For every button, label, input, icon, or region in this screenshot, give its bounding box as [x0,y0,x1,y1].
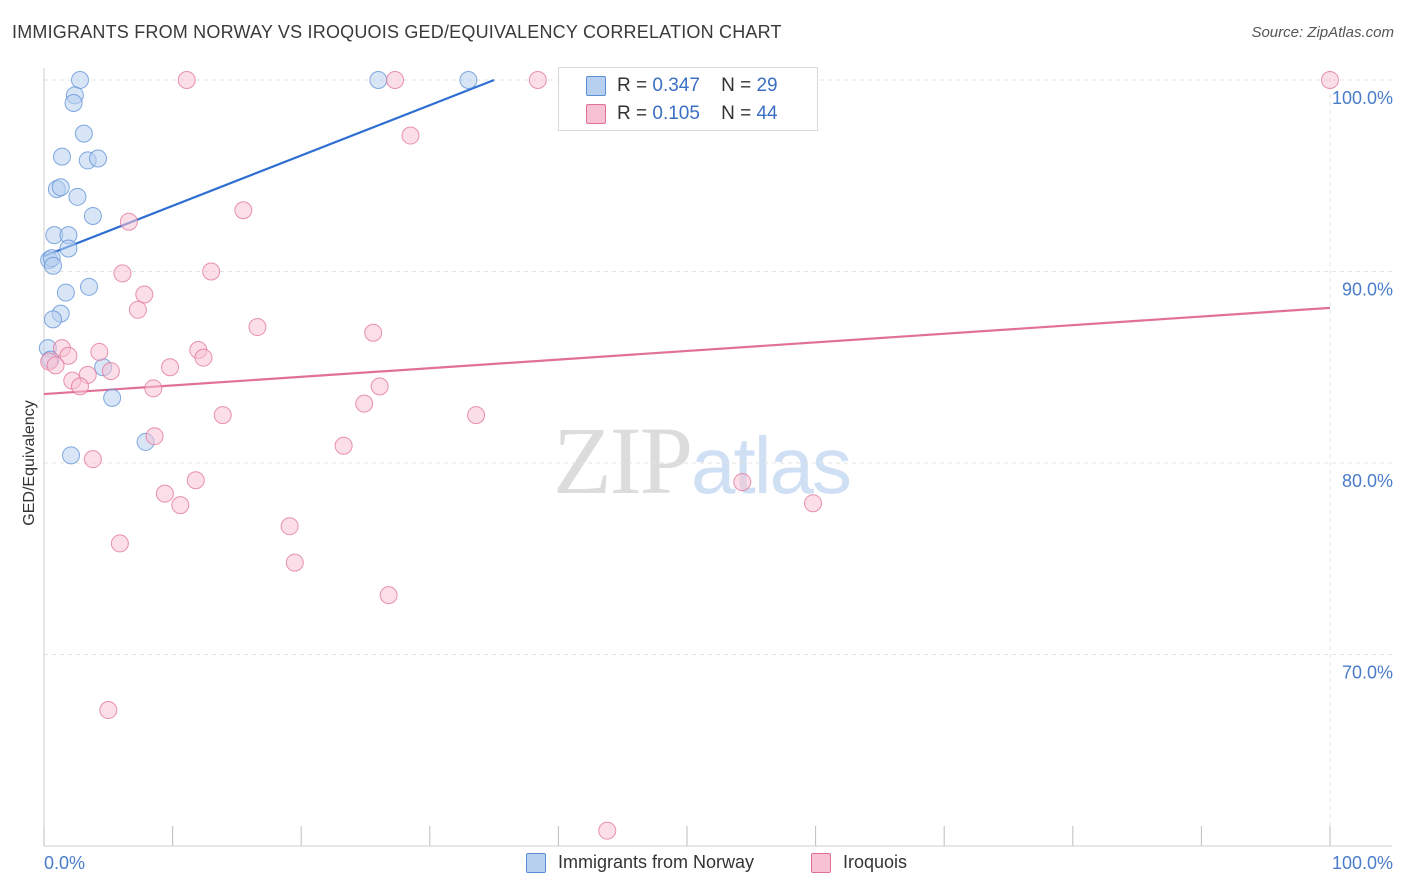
legend-n-label: N = [721,75,752,96]
point-iroquois [59,346,78,365]
point-iroquois [135,285,154,304]
legend: R = 0.347 N = 29 R = 0.105 N = 44 [558,67,818,131]
point-iroquois [1321,71,1339,89]
point-norway [103,388,122,407]
point-iroquois [386,71,405,89]
point-iroquois [144,379,163,398]
trend-line-iroquois [43,306,1331,396]
legend-r-value-iroquois: 0.105 [652,103,700,124]
bottom-legend-norway: Immigrants from Norway [526,852,754,873]
point-iroquois [248,318,267,337]
point-iroquois [161,358,180,377]
bottom-legend-swatch-norway [526,852,546,873]
point-norway [369,71,388,89]
point-norway [44,256,63,275]
point-iroquois [90,342,109,361]
legend-n-value-norway: 29 [756,75,778,96]
trend-lines [43,78,1331,396]
point-iroquois [379,586,398,605]
point-iroquois [177,71,196,89]
point-iroquois [364,323,383,342]
point-norway [68,187,87,206]
legend-n-label: N = [721,103,752,124]
point-iroquois [71,377,90,396]
point-iroquois [401,126,420,145]
point-norway [44,310,63,329]
point-iroquois [598,821,617,840]
y-tick-label: 90.0% [1342,280,1393,300]
point-iroquois [194,348,213,367]
point-iroquois [334,436,353,455]
point-norway [83,206,102,225]
point-norway [56,283,75,302]
point-norway [89,149,108,168]
axis-labels: 100.0% 90.0% 80.0% 70.0% 0.0% 100.0% GED/Equiv… [21,88,1393,873]
axes [43,68,1392,847]
point-iroquois [145,427,164,446]
point-iroquois [101,362,120,381]
point-norway [59,239,78,258]
bottom-legend-iroquois: Iroquois [811,852,907,873]
bottom-legend-label-iroquois: Iroquois [843,852,908,872]
legend-swatch-norway [586,76,606,96]
legend-swatch-iroquois [586,104,606,124]
bottom-legend-swatch-iroquois [811,852,831,873]
point-iroquois [99,701,118,720]
point-iroquois [46,356,65,375]
point-norway [74,124,93,143]
data-points [38,71,1339,840]
legend-r-label: R = [617,103,648,124]
source-label: Source: ZipAtlas.com [1251,24,1394,41]
point-iroquois [528,71,547,89]
x-tick-label-right: 100.0% [1332,853,1393,873]
point-norway [459,71,478,89]
watermark: ZIPatlas [553,405,852,516]
point-iroquois [110,534,129,553]
y-tick-label: 80.0% [1342,471,1393,491]
watermark-zip: ZIP [553,407,693,514]
y-tick-label: 70.0% [1342,663,1393,683]
legend-n-value-iroquois: 44 [756,103,778,124]
point-iroquois [355,394,374,413]
x-tick-label-left: 0.0% [44,853,85,873]
trend-line-norway [43,78,495,258]
point-iroquois [155,484,174,503]
point-norway [62,446,81,465]
point-iroquois [213,406,232,425]
point-iroquois [171,496,190,515]
point-iroquois [202,262,221,281]
grid-lines [44,70,1392,846]
point-norway [53,147,72,166]
point-iroquois [128,300,147,319]
bottom-legend-label-norway: Immigrants from Norway [558,852,755,872]
point-iroquois [234,201,253,220]
point-iroquois [113,264,132,283]
y-axis-label: GED/Equivalency [21,400,38,525]
chart-title: IMMIGRANTS FROM NORWAY VS IROQUOIS GED/E… [12,22,782,42]
point-iroquois [733,473,752,492]
legend-r-label: R = [617,75,648,96]
point-norway [51,178,70,197]
point-iroquois [370,377,389,396]
point-norway [71,71,90,89]
point-iroquois [186,471,205,490]
point-iroquois [804,494,823,513]
point-norway [64,93,83,112]
watermark-atlas: atlas [691,421,852,510]
legend-r-value-norway: 0.347 [652,75,700,96]
point-iroquois [285,553,304,572]
point-iroquois [280,517,299,536]
point-norway [80,277,99,296]
point-iroquois [119,212,138,231]
y-tick-label: 100.0% [1332,88,1393,108]
point-iroquois [467,406,486,425]
point-iroquois [83,450,102,469]
